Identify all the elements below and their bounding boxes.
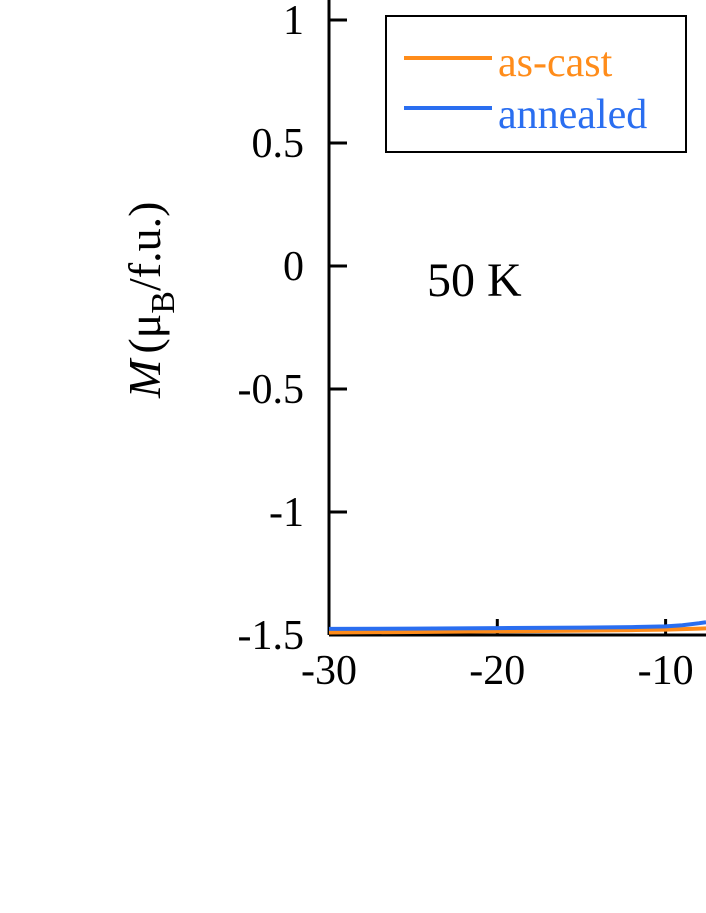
- y-tick-label: -1: [269, 490, 304, 536]
- plot-area: -1.5 -1 -0.5 0 0.5 1 -30 -20 -10: [238, 0, 706, 694]
- series-group: [328, 620, 706, 635]
- y-ticks: -1.5 -1 -0.5 0 0.5 1: [238, 0, 347, 659]
- x-ticks: -30 -20 -10: [301, 619, 694, 694]
- series-line-annealed: [328, 620, 706, 631]
- y-tick-label: -0.5: [238, 367, 305, 413]
- annotation-50k: 50 K: [427, 254, 522, 307]
- ylabel-sub: B: [145, 291, 182, 314]
- legend-label-as-cast: as-cast: [498, 40, 613, 86]
- svg-text:M(μB/f.u.): M(μB/f.u.): [119, 202, 182, 399]
- y-tick-label: -1.5: [238, 613, 305, 659]
- series-line-as-cast: [328, 626, 706, 635]
- legend-box: [385, 15, 687, 153]
- y-axis-label: M(μB/f.u.): [119, 202, 182, 399]
- y-tick-label: 0: [283, 244, 304, 290]
- x-tick-label: -20: [469, 648, 525, 694]
- legend-label-annealed: annealed: [498, 92, 647, 138]
- y-tick-label: 1: [283, 0, 304, 44]
- legend: as-cast annealed: [385, 15, 687, 153]
- ylabel-mu: (μ: [119, 314, 170, 354]
- x-tick-label: -10: [638, 648, 694, 694]
- x-tick-label: -30: [301, 648, 357, 694]
- ylabel-rest: /f.u.): [119, 202, 170, 291]
- y-tick-label: 0.5: [252, 121, 305, 167]
- ylabel-main: M: [119, 357, 170, 399]
